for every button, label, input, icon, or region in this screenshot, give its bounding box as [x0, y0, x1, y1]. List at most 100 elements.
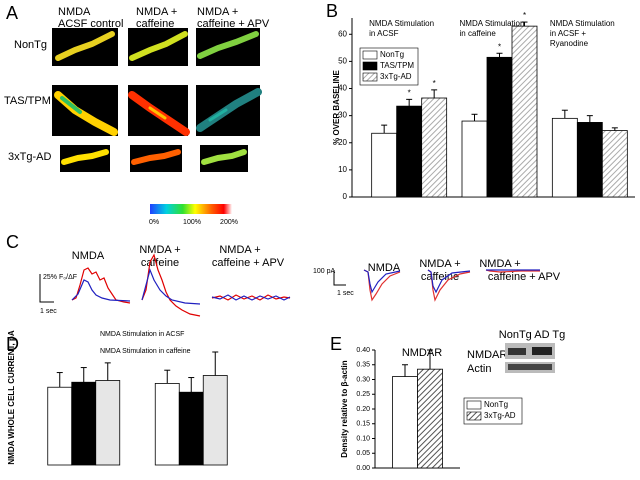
bar: [421, 97, 448, 198]
colorbar-label: 0%: [149, 219, 159, 226]
column-title: ACSF control: [58, 18, 123, 30]
trace-title: NMDA +: [219, 244, 260, 256]
y-tick-label: 10: [338, 165, 347, 174]
y-tick-label: 0.30: [356, 376, 370, 383]
y-tick-label: 30: [338, 111, 347, 120]
trace-title: caffeine + APV: [212, 257, 285, 269]
category-label: NMDA Stimulation in caffeine: [100, 348, 191, 355]
significance-marker: *: [523, 11, 526, 20]
bar: [396, 105, 423, 198]
bar: [486, 56, 513, 198]
blot-row: Actin: [467, 363, 491, 375]
column-title: NMDA +: [197, 6, 238, 18]
bar: [371, 132, 398, 198]
bar: [461, 120, 488, 198]
legend-swatch: [362, 61, 378, 71]
colorbar-label: 100%: [183, 219, 201, 226]
panel-label: A: [6, 3, 18, 23]
legend-swatch: [362, 72, 378, 82]
bar: [417, 368, 443, 469]
calcium-traces: [71, 253, 291, 317]
blot-image: [505, 343, 555, 373]
trace-title: caffeine: [141, 257, 179, 269]
category-label: NMDA Stimulation in ACSF + Ryanodine: [550, 19, 617, 48]
category-label: NMDA Stimulation in caffeine: [460, 19, 527, 38]
bar: [576, 122, 603, 198]
scale-label: 100 pA: [313, 268, 336, 275]
blot-row: NMDAR: [467, 349, 507, 361]
significance-marker: *: [433, 79, 436, 88]
legend-swatch: [466, 400, 482, 410]
bar: [178, 391, 204, 466]
column-title: caffeine + APV: [197, 18, 270, 30]
y-tick-label: 0: [343, 192, 348, 201]
colorbar-label: 200%: [220, 219, 238, 226]
trace-title: NMDA: [368, 262, 401, 274]
scale-bars: [39, 270, 346, 303]
y-tick-label: 0.00: [356, 465, 370, 472]
significance-marker: *: [498, 42, 501, 51]
trace-title: NMDA +: [139, 244, 180, 256]
column-title: NMDA: [58, 6, 91, 18]
panel-label: B: [326, 1, 338, 21]
bar: [601, 130, 628, 198]
colorbar: [150, 204, 232, 214]
blot-lanes: NonTg AD Tg: [499, 329, 565, 341]
category-label: NMDA Stimulation in ACSF: [100, 331, 184, 338]
bar: [47, 386, 73, 466]
y-axis-label: NMDA WHOLE CELL CURRENT, pA: [7, 330, 16, 464]
panel-label: D: [6, 334, 19, 354]
y-tick-label: 0.35: [356, 362, 370, 369]
y-axis-label: Density relative to β-actin: [340, 360, 349, 457]
chart-title: NMDAR: [402, 347, 442, 359]
category-label: NMDA Stimulation in ACSF: [369, 19, 436, 38]
row-label: 3xTg-AD: [8, 151, 51, 163]
legend-swatch: [362, 50, 378, 60]
panel-a-headers: NMDA ACSF control NMDA + caffeine NMDA +…: [4, 6, 270, 163]
panel-label: E: [330, 334, 342, 354]
legend-label: NonTg: [484, 400, 508, 409]
y-tick-label: 0.10: [356, 435, 370, 442]
legend-swatch: [466, 411, 482, 421]
panel-label: C: [6, 232, 19, 252]
column-title: NMDA +: [136, 6, 177, 18]
legend-label: TAS/TPM: [380, 61, 414, 70]
current-traces: [363, 269, 540, 302]
trace-title: NMDA +: [419, 258, 460, 270]
bar: [154, 383, 180, 466]
bar: [95, 380, 121, 466]
scale-label: 1 sec: [40, 308, 57, 315]
trace-title: caffeine + APV: [488, 271, 561, 283]
dendrite-images: [52, 28, 262, 172]
y-tick-label: 60: [338, 29, 347, 38]
bar: [202, 375, 228, 466]
row-label: NonTg: [14, 39, 47, 51]
y-tick-label: 0.15: [356, 421, 370, 428]
bar: [71, 381, 97, 466]
row-label: TAS/TPM: [4, 95, 51, 107]
y-tick-label: 0.20: [356, 406, 370, 413]
y-axis-label: % OVER BASELINE: [332, 70, 341, 145]
significance-marker: *: [408, 88, 411, 97]
legend-label: 3xTg-AD: [484, 411, 516, 420]
scale-label: 25% F₀/ΔF: [43, 274, 77, 281]
y-tick-label: 0.05: [356, 450, 370, 457]
trace-title: caffeine: [421, 271, 459, 283]
legend-label: 3xTg-AD: [380, 72, 412, 81]
trace-title: NMDA +: [479, 258, 520, 270]
column-title: caffeine: [136, 18, 174, 30]
bar: [392, 376, 418, 469]
legend-label: NonTg: [380, 50, 404, 59]
y-tick-label: 0.25: [356, 391, 370, 398]
y-tick-label: 20: [338, 138, 347, 147]
bar: [511, 25, 538, 198]
y-tick-label: 40: [338, 84, 347, 93]
y-tick-label: 0.40: [356, 347, 370, 354]
bar-chart: NMDA WHOLE CELL CURRENT, pA NMDA Stimulat…: [7, 330, 228, 466]
y-tick-label: 50: [338, 57, 347, 66]
scale-label: 1 sec: [337, 290, 354, 297]
bar: [551, 117, 578, 198]
trace-title: NMDA: [72, 250, 105, 262]
